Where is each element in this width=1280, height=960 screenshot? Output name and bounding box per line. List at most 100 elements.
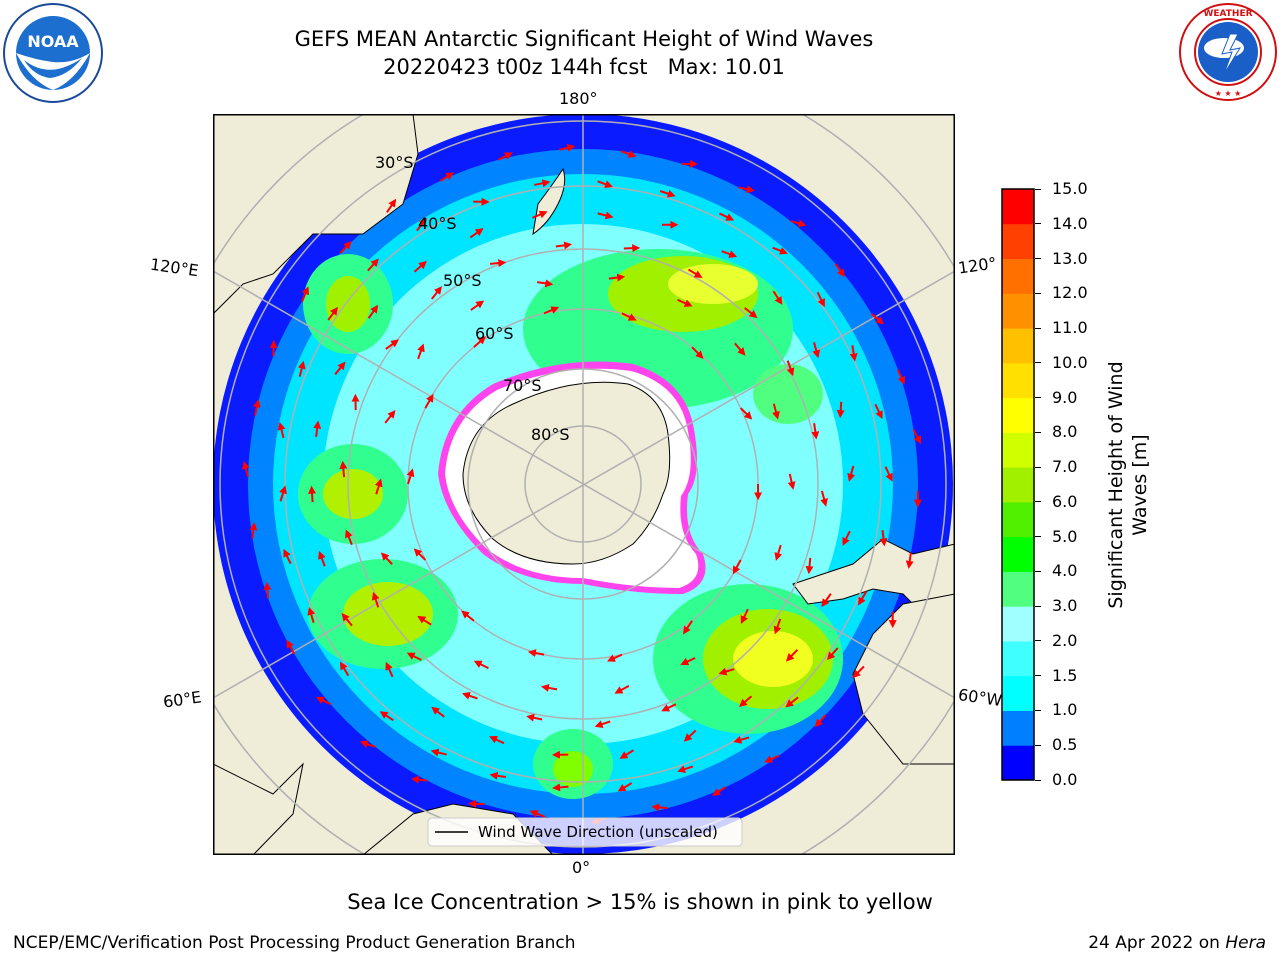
wind-arrow	[386, 198, 397, 213]
wind-arrow	[847, 465, 855, 482]
colorbar-segment	[1002, 501, 1034, 538]
wind-arrow	[659, 189, 676, 198]
colorbar-tick-label: 10.0	[1052, 352, 1088, 372]
wind-arrow	[734, 342, 746, 356]
lon-label-0: 0°	[572, 858, 591, 877]
wind-arrow	[732, 559, 742, 575]
wind-arrow	[552, 783, 569, 792]
wind-arrow	[858, 590, 868, 606]
wind-arrow	[367, 258, 379, 272]
colorbar-tick-label: 2.0	[1052, 630, 1078, 650]
wind-arrow	[374, 478, 383, 495]
wind-arrow	[712, 786, 727, 796]
wind-arrow	[385, 339, 399, 350]
wind-arrow	[327, 306, 338, 321]
wind-arrow	[469, 228, 484, 239]
wind-arrow	[820, 490, 828, 507]
colorbar-tick-label: 0.0	[1052, 770, 1078, 789]
lon-label-60e: 60°E	[161, 687, 203, 712]
wind-arrow	[785, 649, 799, 662]
antarctica	[462, 381, 671, 565]
wind-arrow	[897, 369, 906, 385]
wind-arrow	[529, 810, 546, 818]
wind-arrow	[430, 286, 443, 300]
colorbar-segment	[1002, 258, 1034, 294]
wind-arrow	[345, 529, 353, 546]
lat-label-80s: 80°S	[531, 425, 570, 444]
colorbar-tick-mark	[1035, 431, 1041, 433]
wind-arrow	[816, 291, 825, 308]
colorbar-tick-mark	[1035, 605, 1041, 607]
wind-arrow	[733, 735, 750, 744]
colorbar-segment	[1002, 606, 1034, 642]
wind-arrow	[842, 530, 851, 546]
wind-arrow	[852, 665, 865, 679]
wind-arrow	[532, 210, 548, 219]
wind-arrow	[785, 696, 799, 708]
wind-arrow	[874, 403, 883, 420]
wind-arrow	[677, 298, 693, 307]
colorbar-segment	[1002, 745, 1034, 781]
colorbar-segment	[1002, 640, 1034, 677]
wind-arrow	[607, 653, 623, 662]
wind-arrow	[912, 429, 922, 445]
wind-arrow	[805, 557, 814, 575]
wind-arrow	[739, 695, 753, 707]
wind-arrow	[385, 661, 394, 678]
colorbar-tick-label: 0.5	[1052, 735, 1078, 755]
colorbar-segment	[1002, 397, 1034, 433]
wind-arrow	[879, 529, 888, 547]
colorbar-tick-mark	[1035, 362, 1041, 364]
wind-arrow	[527, 649, 545, 658]
wind-arrow	[534, 179, 551, 188]
wind-arrow	[410, 775, 428, 784]
wind-arrow	[826, 647, 839, 661]
colorbar-segment	[1002, 710, 1034, 746]
colorbar-tick-label: 7.0	[1052, 457, 1078, 477]
noaa-logo: NOAA	[3, 3, 103, 103]
colorbar-segment	[1002, 328, 1034, 364]
wind-arrow	[836, 401, 845, 419]
wind-arrow	[594, 720, 611, 728]
colorbar-tick-label: 1.5	[1052, 665, 1078, 685]
wind-arrow	[279, 485, 287, 502]
colorbar-tick-mark	[1035, 570, 1041, 572]
wind-arrow	[620, 150, 637, 158]
wind-arrow	[764, 754, 780, 763]
wind-arrow	[315, 696, 332, 706]
colorbar-tick-mark	[1035, 258, 1041, 260]
polar-map: Wind Wave Direction (unscaled) 30°S 40°S…	[213, 114, 955, 855]
wind-arrow	[286, 639, 296, 655]
wind-arrow	[543, 306, 560, 315]
colorbar-tick-mark	[1035, 327, 1041, 329]
wind-arrow	[718, 212, 735, 221]
wind-arrow	[489, 736, 505, 745]
wind-arrow	[339, 241, 352, 254]
colorbar-tick-mark	[1035, 779, 1041, 781]
wind-arrow	[341, 612, 353, 627]
wind-arrow	[790, 219, 807, 228]
colorbar-tick-label: 14.0	[1052, 213, 1088, 233]
wind-arrow	[497, 152, 513, 161]
colorbar-tick-label: 12.0	[1052, 283, 1088, 303]
colorbar-tick-mark	[1035, 675, 1041, 677]
footer-date-text: 24 Apr 2022 on	[1088, 933, 1226, 953]
colorbar-tick-label: 8.0	[1052, 422, 1078, 442]
lat-label-50s: 50°S	[443, 271, 482, 290]
colorbar-label: Significant Height of Wind Waves [m]	[1105, 361, 1151, 609]
wind-arrow	[834, 263, 845, 278]
wind-arrow	[870, 313, 885, 325]
colorbar-segment	[1002, 467, 1034, 503]
lon-label-120e: 120°E	[148, 254, 200, 281]
sea-ice-note: Sea Ice Concentration > 15% is shown in …	[347, 890, 933, 914]
wind-arrow	[242, 460, 250, 478]
wind-arrow	[301, 286, 310, 302]
wind-arrow	[772, 290, 783, 305]
footer-credit: NCEP/EMC/Verification Post Processing Pr…	[13, 933, 576, 953]
wind-arrow	[680, 657, 696, 666]
colorbar-tick-label: 9.0	[1052, 387, 1078, 407]
wind-arrow	[473, 660, 489, 670]
colorbar-tick-label: 1.0	[1052, 700, 1078, 720]
wind-arrow	[691, 346, 704, 359]
wind-arrow	[772, 403, 780, 420]
